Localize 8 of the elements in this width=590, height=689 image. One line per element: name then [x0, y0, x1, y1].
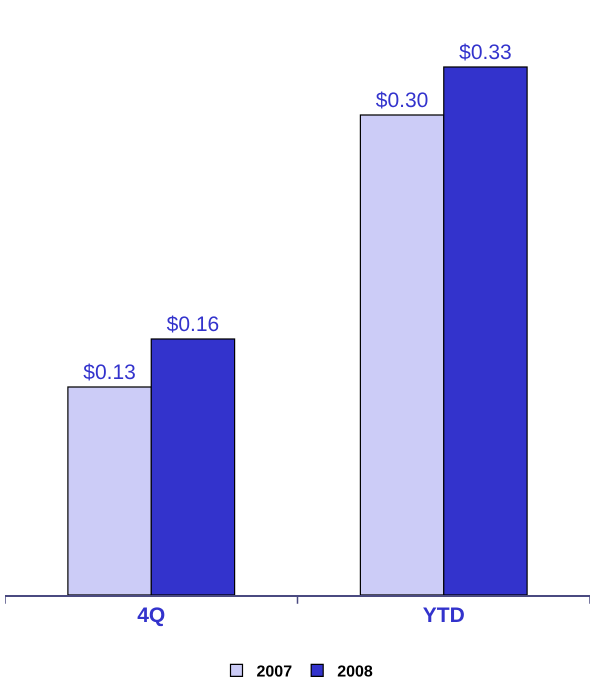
x-tick-label: YTD — [422, 604, 465, 627]
data-label: $0.33 — [459, 41, 512, 64]
x-tick-label: 4Q — [137, 604, 166, 627]
data-label: $0.16 — [166, 313, 220, 336]
data-label: $0.13 — [83, 361, 136, 384]
data-label: $0.30 — [376, 89, 428, 112]
legend-label: 2007 — [256, 664, 292, 681]
legend-label: 2008 — [337, 664, 373, 681]
